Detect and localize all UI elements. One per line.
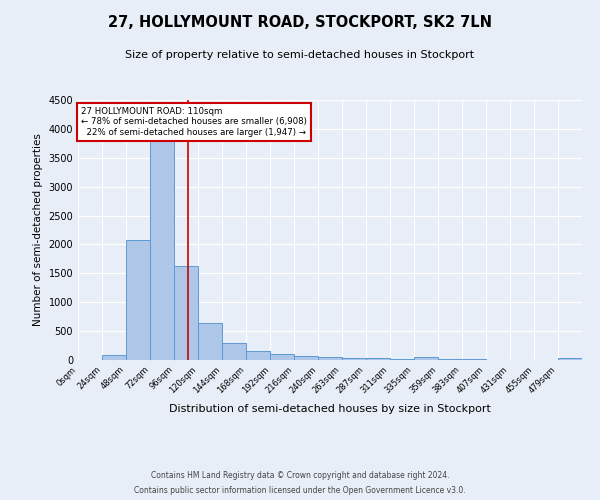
Bar — [462, 359, 486, 360]
Bar — [174, 266, 198, 360]
Bar — [150, 140, 174, 360]
Bar — [413, 357, 438, 360]
Y-axis label: Number of semi-detached properties: Number of semi-detached properties — [33, 134, 43, 326]
Text: Contains HM Land Registry data © Crown copyright and database right 2024.: Contains HM Land Registry data © Crown c… — [151, 471, 449, 480]
Text: Size of property relative to semi-detached houses in Stockport: Size of property relative to semi-detach… — [125, 50, 475, 60]
Bar — [222, 343, 247, 360]
Bar — [365, 358, 389, 360]
Bar — [438, 358, 462, 360]
Bar — [102, 356, 126, 360]
Bar — [247, 351, 271, 360]
Text: 27, HOLLYMOUNT ROAD, STOCKPORT, SK2 7LN: 27, HOLLYMOUNT ROAD, STOCKPORT, SK2 7LN — [108, 15, 492, 30]
Bar — [271, 354, 295, 360]
Bar — [341, 358, 365, 360]
Bar — [295, 356, 319, 360]
Bar — [319, 357, 341, 360]
Text: 27 HOLLYMOUNT ROAD: 110sqm
← 78% of semi-detached houses are smaller (6,908)
  2: 27 HOLLYMOUNT ROAD: 110sqm ← 78% of semi… — [81, 107, 307, 136]
Bar — [389, 359, 413, 360]
Bar — [126, 240, 150, 360]
Text: Contains public sector information licensed under the Open Government Licence v3: Contains public sector information licen… — [134, 486, 466, 495]
Bar — [558, 358, 582, 360]
X-axis label: Distribution of semi-detached houses by size in Stockport: Distribution of semi-detached houses by … — [169, 404, 491, 413]
Bar — [198, 323, 222, 360]
